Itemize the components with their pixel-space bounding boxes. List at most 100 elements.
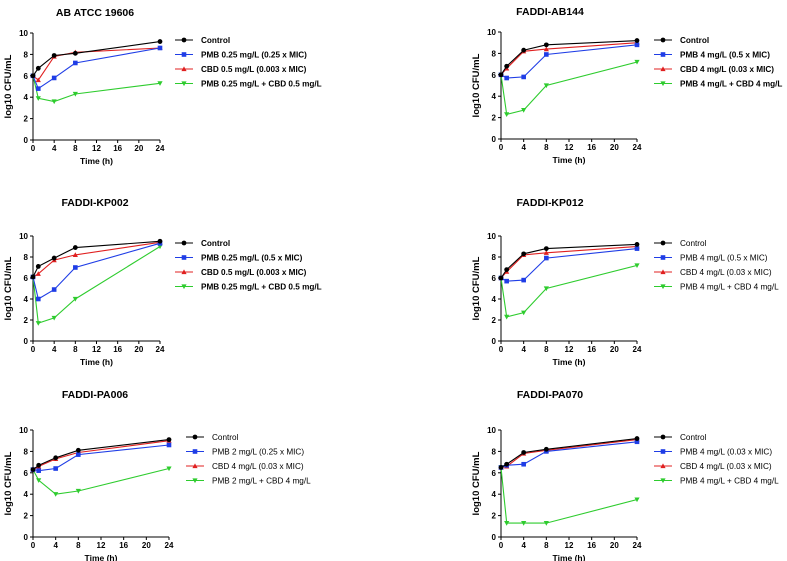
data-point-pmb bbox=[51, 287, 57, 292]
data-point-pmb bbox=[36, 468, 41, 473]
x-axis-label: Time (h) bbox=[553, 553, 586, 561]
legend-label: CBD 0.5 mg/L (0.003 x MIC) bbox=[201, 268, 307, 277]
data-point-pmb bbox=[166, 442, 172, 448]
data-point-cbd bbox=[543, 250, 549, 255]
y-tick-label: 10 bbox=[487, 28, 496, 37]
legend-marker-cbd bbox=[192, 463, 198, 469]
x-tick-label: 0 bbox=[499, 541, 504, 550]
x-tick-label: 4 bbox=[521, 541, 526, 550]
x-tick-label: 16 bbox=[587, 541, 596, 550]
y-tick-label: 8 bbox=[492, 253, 497, 262]
x-tick-label: 16 bbox=[587, 345, 596, 354]
legend-marker-combo bbox=[192, 478, 198, 484]
x-tick-label: 0 bbox=[31, 345, 36, 354]
legend-marker-pmb bbox=[660, 255, 666, 260]
y-tick-label: 8 bbox=[24, 447, 29, 456]
data-point-pmb bbox=[544, 52, 549, 57]
legend: Control PMB 2 mg/L (0.25 x MIC) CBD 4 mg/L… bbox=[186, 433, 311, 486]
data-point-pmb bbox=[76, 452, 81, 457]
y-tick-label: 10 bbox=[19, 426, 28, 435]
data-point-control bbox=[498, 275, 504, 281]
legend-label: Control bbox=[201, 239, 230, 248]
data-point-combo bbox=[521, 521, 527, 526]
y-tick-label: 6 bbox=[492, 274, 497, 283]
data-point-combo bbox=[35, 321, 41, 326]
y-axis-label: log10 CFU/mL bbox=[471, 451, 482, 515]
legend-label: PMB 0.25 mg/L (0.25 x MIC) bbox=[201, 51, 307, 60]
data-point-pmb bbox=[504, 75, 509, 81]
legend: Control PMB 4 mg/L (0.03 x MIC) CBD 4 mg/L… bbox=[654, 433, 779, 486]
data-point-combo bbox=[543, 521, 549, 526]
x-tick-label: 12 bbox=[92, 345, 101, 354]
data-point-control bbox=[543, 246, 549, 252]
x-tick-label: 12 bbox=[565, 541, 574, 550]
y-tick-label: 4 bbox=[492, 490, 497, 499]
y-tick-label: 8 bbox=[24, 50, 29, 59]
y-tick-label: 4 bbox=[24, 490, 29, 499]
x-tick-label: 16 bbox=[113, 144, 122, 153]
x-tick-label: 12 bbox=[97, 541, 106, 550]
legend-marker-combo bbox=[181, 284, 187, 290]
data-point-control bbox=[498, 465, 504, 470]
x-tick-label: 0 bbox=[31, 144, 36, 153]
data-point-combo bbox=[36, 478, 42, 483]
data-point-control bbox=[53, 455, 59, 461]
data-point-combo bbox=[504, 112, 510, 117]
data-point-combo bbox=[75, 488, 81, 494]
data-point-control bbox=[30, 73, 36, 79]
data-point-cbd bbox=[543, 46, 549, 52]
legend-marker-pmb bbox=[660, 52, 666, 57]
chart-title: AB ATCC 19606 bbox=[56, 7, 134, 19]
legend-label: PMB 2 mg/L + CBD 4 mg/L bbox=[212, 477, 311, 486]
legend-label: CBD 4 mg/L (0.03 x MIC) bbox=[680, 65, 774, 74]
x-tick-label: 24 bbox=[156, 345, 165, 354]
legend-marker-control bbox=[660, 240, 666, 246]
y-tick-label: 6 bbox=[492, 71, 497, 80]
x-axis-label: Time (h) bbox=[553, 357, 586, 367]
data-point-pmb bbox=[521, 461, 526, 467]
chart-title: FADDI-KP012 bbox=[516, 197, 583, 209]
legend-marker-pmb bbox=[192, 449, 198, 454]
y-tick-label: 2 bbox=[24, 316, 29, 325]
x-tick-label: 4 bbox=[52, 144, 57, 153]
series-line-control bbox=[500, 40, 638, 76]
legend-marker-control bbox=[660, 434, 666, 440]
data-point-control bbox=[166, 437, 172, 443]
data-point-control bbox=[35, 65, 41, 71]
y-tick-label: 2 bbox=[24, 115, 29, 124]
y-tick-label: 4 bbox=[24, 93, 29, 102]
y-tick-label: 2 bbox=[492, 316, 497, 325]
y-tick-label: 0 bbox=[24, 533, 29, 542]
data-point-combo bbox=[504, 521, 510, 526]
y-tick-label: 4 bbox=[24, 295, 29, 304]
y-tick-label: 8 bbox=[24, 253, 29, 262]
data-point-pmb bbox=[521, 277, 526, 283]
legend-marker-combo bbox=[660, 81, 666, 87]
x-tick-label: 8 bbox=[73, 144, 78, 153]
x-tick-label: 4 bbox=[521, 345, 526, 354]
data-point-combo bbox=[543, 286, 549, 292]
data-point-pmb bbox=[73, 60, 78, 66]
data-point-control bbox=[543, 42, 549, 48]
data-point-control bbox=[504, 267, 510, 272]
data-point-pmb bbox=[157, 45, 163, 51]
y-tick-label: 4 bbox=[492, 295, 497, 304]
data-point-control bbox=[35, 264, 41, 269]
data-point-combo bbox=[53, 492, 59, 497]
legend-marker-control bbox=[181, 37, 187, 43]
x-tick-label: 24 bbox=[165, 541, 174, 550]
x-axis-label: Time (h) bbox=[80, 156, 113, 166]
data-point-pmb bbox=[35, 296, 41, 302]
data-point-control bbox=[157, 238, 163, 244]
x-tick-label: 20 bbox=[142, 541, 151, 550]
data-point-pmb bbox=[51, 75, 57, 81]
x-tick-label: 24 bbox=[633, 143, 642, 152]
legend-label: PMB 4 mg/L + CBD 4 mg/L bbox=[680, 283, 779, 292]
data-point-control bbox=[504, 63, 510, 69]
y-axis-label: log10 CFU/mL bbox=[471, 53, 482, 117]
y-tick-label: 6 bbox=[24, 469, 29, 478]
series-line-combo bbox=[500, 467, 638, 524]
data-point-control bbox=[157, 39, 163, 44]
